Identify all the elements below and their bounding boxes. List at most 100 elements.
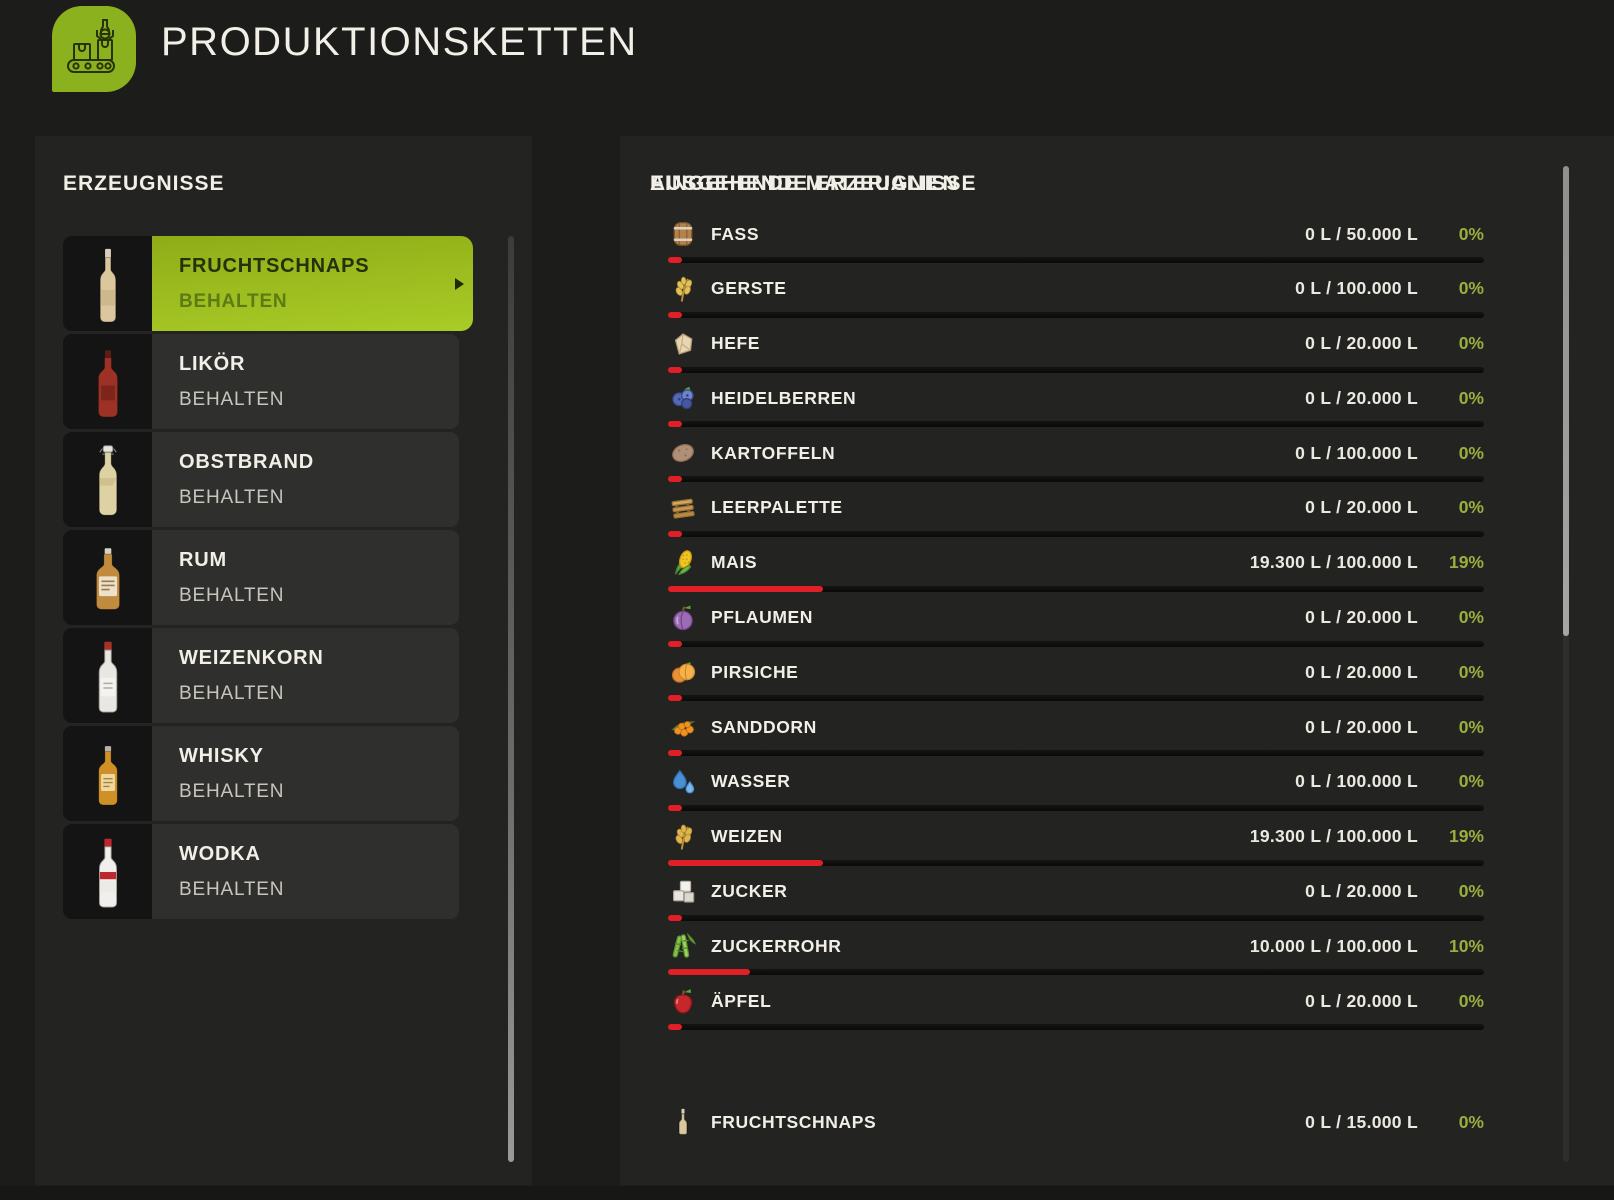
- schnaps-bottle-icon: [668, 1107, 698, 1137]
- product-action-label: BEHALTEN: [179, 682, 285, 704]
- material-progressbar: [668, 969, 1484, 976]
- material-name: ZUCKERROHR: [711, 935, 842, 956]
- outgoing-list: FRUCHTSCHNAPS 0 L / 15.000 L 0%: [668, 1104, 1484, 1159]
- product-item-likoer[interactable]: LIKÖR BEHALTEN: [63, 334, 459, 429]
- material-name: WASSER: [711, 771, 791, 792]
- material-amount: 10.000 L / 100.000 L: [1249, 935, 1418, 956]
- product-name: WODKA: [179, 842, 261, 865]
- material-name: SANDDORN: [711, 716, 817, 737]
- product-label: WHISKY BEHALTEN: [152, 726, 459, 821]
- product-action-label: BEHALTEN: [179, 290, 288, 312]
- material-percent: 19%: [1448, 826, 1484, 847]
- material-percent: 10%: [1448, 935, 1484, 956]
- header: PRODUKTIONSKETTEN: [0, 0, 1614, 136]
- obstbrand-bottle-icon: [63, 432, 152, 527]
- material-percent: 0%: [1458, 387, 1484, 408]
- material-row-pflaumen: PFLAUMEN 0 L / 20.000 L 0%: [668, 600, 1484, 655]
- product-name: RUM: [179, 548, 227, 571]
- products-scrollbar[interactable]: [508, 236, 514, 1162]
- product-item-weizenkorn[interactable]: WEIZENKORN BEHALTEN: [63, 628, 459, 723]
- pallet-icon: [668, 493, 698, 523]
- production-chains-icon: [52, 6, 136, 92]
- product-item-obstbrand[interactable]: OBSTBRAND BEHALTEN: [63, 432, 459, 527]
- material-name: MAIS: [711, 552, 758, 573]
- product-name: FRUCHTSCHNAPS: [179, 254, 370, 277]
- potato-icon: [668, 438, 698, 468]
- weizenkorn-bottle-icon: [63, 628, 152, 723]
- material-amount: 0 L / 100.000 L: [1295, 442, 1418, 463]
- material-amount: 0 L / 20.000 L: [1305, 661, 1418, 682]
- material-progressbar: [668, 804, 1484, 811]
- wodka-bottle-icon: [63, 824, 152, 919]
- material-progressbar: [668, 530, 1484, 537]
- corn-icon: [668, 548, 698, 578]
- product-label: RUM BEHALTEN: [152, 530, 459, 625]
- material-name: LEERPALETTE: [711, 497, 843, 518]
- product-item-rum[interactable]: RUM BEHALTEN: [63, 530, 459, 625]
- material-percent: 0%: [1458, 771, 1484, 792]
- page-title: PRODUKTIONSKETTEN: [161, 20, 638, 64]
- likoer-bottle-icon: [63, 334, 152, 429]
- material-amount: 19.300 L / 100.000 L: [1249, 826, 1418, 847]
- whisky-bottle-icon: [63, 726, 152, 821]
- material-amount: 0 L / 20.000 L: [1305, 333, 1418, 354]
- material-row-aepfel: ÄPFEL 0 L / 20.000 L 0%: [668, 983, 1484, 1038]
- material-progressbar: [668, 640, 1484, 647]
- product-item-fruchtschnaps[interactable]: FRUCHTSCHNAPS BEHALTEN: [63, 236, 473, 331]
- rum-bottle-icon: [63, 530, 152, 625]
- material-amount: 0 L / 50.000 L: [1305, 223, 1418, 244]
- materials-list: FASS 0 L / 50.000 L 0% GERSTE 0 L / 100.…: [668, 216, 1484, 1038]
- material-progressbar: [668, 311, 1484, 318]
- outgoing-row-fruchtschnaps: FRUCHTSCHNAPS 0 L / 15.000 L 0%: [668, 1104, 1484, 1159]
- material-progressbar: [668, 366, 1484, 373]
- product-label: FRUCHTSCHNAPS BEHALTEN: [152, 236, 473, 331]
- product-action-label: BEHALTEN: [179, 584, 285, 606]
- plum-icon: [668, 603, 698, 633]
- outgoing-amount: 0 L / 15.000 L: [1305, 1111, 1418, 1132]
- material-progressbar: [668, 1024, 1484, 1031]
- wheat-icon: [668, 822, 698, 852]
- material-percent: 0%: [1458, 607, 1484, 628]
- product-label: OBSTBRAND BEHALTEN: [152, 432, 459, 527]
- material-progressbar: [668, 476, 1484, 483]
- fruchtschnaps-bottle-icon: [63, 236, 152, 331]
- material-name: KARTOFFELN: [711, 442, 836, 463]
- material-amount: 0 L / 20.000 L: [1305, 387, 1418, 408]
- material-name: WEIZEN: [711, 826, 783, 847]
- material-name: HEFE: [711, 333, 761, 354]
- material-row-weizen: WEIZEN 19.300 L / 100.000 L 19%: [668, 819, 1484, 874]
- product-action-label: BEHALTEN: [179, 878, 285, 900]
- material-row-heidelberren: HEIDELBERREN 0 L / 20.000 L 0%: [668, 380, 1484, 435]
- outgoing-name: FRUCHTSCHNAPS: [711, 1111, 877, 1132]
- blueberries-icon: [668, 383, 698, 413]
- material-row-hefe: HEFE 0 L / 20.000 L 0%: [668, 326, 1484, 381]
- product-name: WHISKY: [179, 744, 264, 767]
- material-row-mais: MAIS 19.300 L / 100.000 L 19%: [668, 545, 1484, 600]
- product-list: FRUCHTSCHNAPS BEHALTEN LIKÖR BEHALTEN: [63, 236, 475, 922]
- material-percent: 0%: [1458, 442, 1484, 463]
- material-amount: 0 L / 20.000 L: [1305, 881, 1418, 902]
- material-name: HEIDELBERREN: [711, 387, 857, 408]
- material-progressbar: [668, 914, 1484, 921]
- material-percent: 0%: [1458, 223, 1484, 244]
- outgoing-percent: 0%: [1458, 1111, 1484, 1132]
- product-action-label: BEHALTEN: [179, 486, 285, 508]
- materials-scrollbar-track[interactable]: [1563, 166, 1569, 1162]
- material-percent: 0%: [1458, 661, 1484, 682]
- material-name: ZUCKER: [711, 881, 788, 902]
- material-amount: 0 L / 20.000 L: [1305, 990, 1418, 1011]
- material-name: PFLAUMEN: [711, 607, 814, 628]
- product-name: OBSTBRAND: [179, 450, 314, 473]
- product-item-whisky[interactable]: WHISKY BEHALTEN: [63, 726, 459, 821]
- apple-icon: [668, 986, 698, 1016]
- material-percent: 0%: [1458, 278, 1484, 299]
- material-amount: 0 L / 100.000 L: [1295, 278, 1418, 299]
- product-item-wodka[interactable]: WODKA BEHALTEN: [63, 824, 459, 919]
- material-row-sanddorn: SANDDORN 0 L / 20.000 L 0%: [668, 709, 1484, 764]
- products-panel: ERZEUGNISSE FRUCHTSCHNAPS BEHALTEN: [35, 136, 532, 1185]
- materials-scrollbar-thumb[interactable]: [1563, 166, 1569, 636]
- sugarcane-icon: [668, 931, 698, 961]
- product-action-label: BEHALTEN: [179, 388, 285, 410]
- material-row-zucker: ZUCKER 0 L / 20.000 L 0%: [668, 874, 1484, 929]
- material-amount: 0 L / 20.000 L: [1305, 716, 1418, 737]
